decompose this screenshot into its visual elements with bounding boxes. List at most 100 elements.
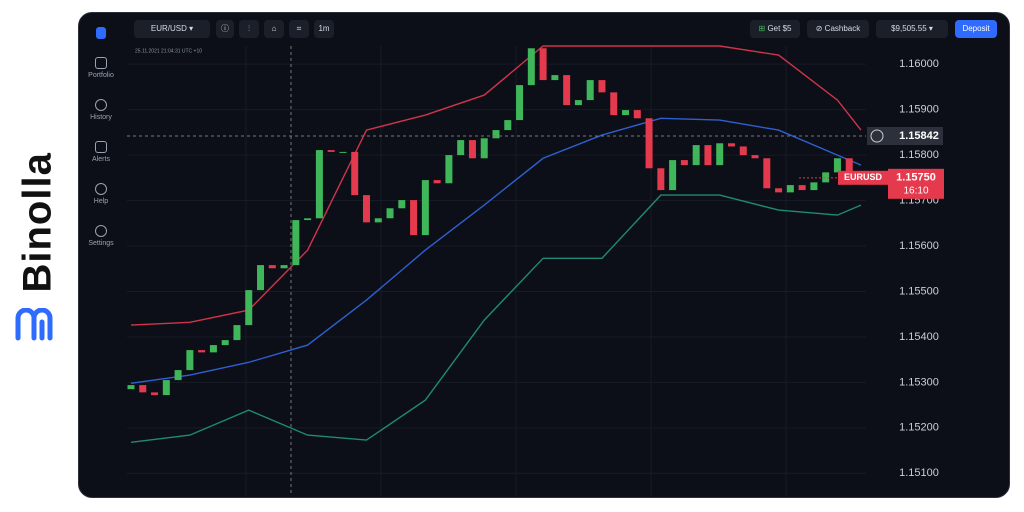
candle (833, 158, 841, 173)
candle (739, 146, 747, 156)
candle (374, 218, 382, 223)
y-tick-label: 1.15600 (899, 240, 939, 252)
candle (716, 143, 724, 166)
candle (563, 75, 571, 106)
brand: Binolla (15, 152, 60, 293)
candle (633, 110, 641, 119)
candle (410, 200, 418, 236)
candle (704, 145, 712, 166)
pair: EUR/USD (150, 24, 187, 33)
candle (339, 151, 347, 153)
price-tag (888, 168, 944, 199)
candle (245, 290, 253, 326)
candle (468, 140, 476, 159)
candle (433, 180, 441, 184)
candle (174, 370, 182, 381)
candle (598, 80, 606, 93)
candle (127, 385, 135, 390)
candle (539, 48, 547, 81)
candle (751, 155, 759, 159)
lower-band (130, 194, 862, 444)
candle (775, 188, 783, 193)
candle (221, 340, 229, 346)
candle (551, 75, 559, 81)
candle (386, 208, 394, 219)
candle (457, 140, 465, 156)
candle (209, 345, 217, 353)
price-chart: 25.11.2021 21:04:31 UTC +10 1.16000 1.159… (127, 45, 944, 496)
candle (151, 392, 159, 396)
nav-label: History (90, 114, 112, 121)
symbol-tag (838, 170, 888, 185)
crosshair-tag (867, 127, 943, 145)
nav-label: Settings (88, 240, 114, 247)
candle (586, 80, 594, 101)
candle (351, 151, 359, 196)
layout-button[interactable]: ⌗ (289, 20, 309, 38)
y-tick-label: 1.16000 (899, 58, 939, 70)
candle (315, 150, 323, 219)
candle (786, 185, 794, 193)
y-tick-label: 1.15500 (899, 285, 939, 297)
candle (669, 160, 677, 191)
y-tick-label: 1.15200 (899, 422, 939, 434)
nav-help[interactable]: Help (79, 183, 123, 205)
candle (680, 160, 688, 166)
symbol: EURUSD (844, 172, 883, 182)
candle (574, 100, 582, 106)
candle (692, 145, 700, 166)
candle (810, 182, 818, 191)
candle (845, 158, 853, 176)
nav-label: Help (93, 198, 109, 205)
y-tick-label: 1.15400 (899, 331, 939, 343)
y-tick-label: 1.15900 (899, 104, 939, 116)
chart-info: 25.11.2021 21:04:31 UTC +10 (135, 48, 202, 54)
candle (492, 130, 500, 139)
candle (327, 150, 335, 152)
deposit-button[interactable]: Deposit (955, 20, 997, 38)
nav-portfolio[interactable]: Portfolio (79, 57, 123, 79)
candle (233, 325, 241, 341)
timer: 16:10 (903, 185, 928, 196)
candle (822, 172, 830, 183)
cashback-button[interactable]: ⊘ Cashback (807, 20, 869, 38)
candle (610, 92, 618, 116)
candle (727, 143, 735, 147)
draw-button[interactable]: ⌂ (264, 20, 284, 38)
candle (504, 120, 512, 131)
nav-history[interactable]: History (79, 99, 123, 121)
upper-band (130, 45, 862, 326)
candle (304, 218, 312, 221)
bonus-button[interactable]: ⊞ Get $5 (750, 20, 800, 38)
add-alert (870, 129, 884, 143)
candle (645, 118, 653, 169)
pair-selector[interactable]: EUR/USD ▾ (134, 20, 210, 38)
app-panel: Portfolio History Alerts Help Settings E… (78, 12, 1010, 498)
nav-label: Portfolio (88, 72, 114, 79)
candle (445, 155, 453, 184)
y-tick-label: 1.15700 (899, 194, 939, 206)
candle (763, 158, 771, 189)
logo (15, 308, 53, 341)
app-logo (96, 27, 106, 39)
candle (798, 185, 806, 191)
cashback: Cashback (824, 24, 861, 33)
crosshair-label: 1.15842 (899, 130, 939, 142)
nav-alerts[interactable]: Alerts (79, 141, 123, 163)
candle (622, 110, 630, 116)
candle (398, 200, 406, 209)
balance-button[interactable]: $9,505.55 ▾ (876, 20, 948, 38)
balance: $9,505.55 (891, 24, 927, 33)
candle (857, 175, 865, 178)
candle (527, 48, 535, 86)
y-tick-label: 1.15100 (899, 467, 939, 479)
indicators-button[interactable]: ⫶ (239, 20, 259, 38)
info-button[interactable]: ⓘ (216, 20, 234, 38)
y-tick-label: 1.15800 (899, 149, 939, 161)
candle (516, 85, 524, 121)
current-price: 1.15750 (896, 172, 936, 184)
bonus: Get $5 (767, 24, 792, 33)
nav-settings[interactable]: Settings (79, 225, 123, 247)
timeframe[interactable]: 1m (314, 20, 334, 38)
